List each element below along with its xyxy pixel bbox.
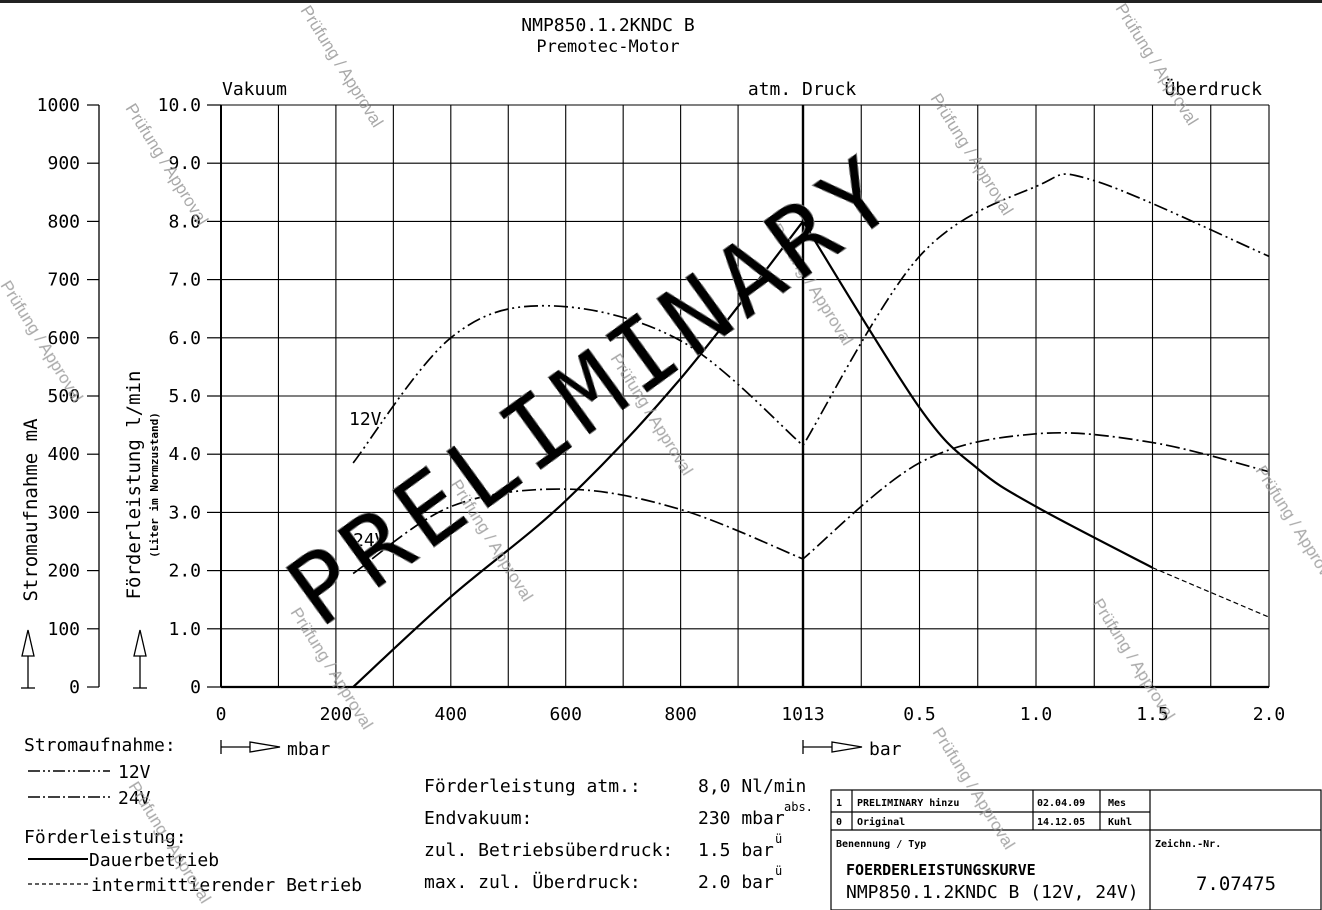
svg-text:Prüfung / Approval: Prüfung / Approval	[297, 2, 387, 131]
spec-value: 1.5 bar	[698, 840, 774, 861]
x-tick-label: 0	[216, 704, 227, 725]
y-left-tick-label: 300	[47, 502, 80, 523]
svg-text:Prüfung / Approval: Prüfung / Approval	[1089, 595, 1179, 724]
x-tick-label: 2.0	[1253, 704, 1286, 725]
svg-text:Prüfung / Approval: Prüfung / Approval	[1252, 462, 1322, 591]
rev-by: Mes	[1108, 798, 1126, 809]
y-inner-tick-label: 9.0	[168, 153, 201, 174]
legend-24v-label: 24V	[118, 788, 151, 809]
y-inner-tick-label: 4.0	[168, 444, 201, 465]
legend-current-title: Stromaufnahme:	[24, 735, 176, 756]
spec-value: 8,0 Nl/min	[698, 776, 806, 797]
spec-value: 2.0 bar	[698, 872, 774, 893]
legend-12v-label: 12V	[118, 762, 151, 783]
spec-sup: abs.	[784, 800, 813, 814]
spec-label: max. zul. Überdruck:	[424, 871, 641, 893]
y-inner-tick-label: 3.0	[168, 502, 201, 523]
mbar-unit-label: mbar	[287, 739, 331, 760]
up-arrow-icon	[21, 629, 147, 689]
series-12v-line	[352, 173, 1270, 464]
y-left-tick-label: 100	[47, 619, 80, 640]
legend-intermittent-label: intermittierender Betrieb	[91, 875, 362, 896]
preliminary-stamp: PRELIMINARY	[268, 133, 919, 649]
rev-by: Kuhl	[1108, 817, 1132, 828]
y-left-tick-label: 700	[47, 270, 80, 291]
x-tick-label: 400	[435, 704, 468, 725]
x-tick-label: 0.5	[903, 704, 936, 725]
curve-label-24v: 24V	[353, 530, 386, 551]
rev-date: 14.12.05	[1037, 817, 1085, 828]
rev-no: 0	[836, 817, 842, 828]
y-left-tick-label: 900	[47, 153, 80, 174]
y-left-tick-label: 0	[69, 677, 80, 698]
drawing-no-label: Zeichn.-Nr.	[1155, 838, 1221, 850]
y-left-tick-label: 200	[47, 561, 80, 582]
x-tick-label: 1013	[781, 704, 824, 725]
chart-title: NMP850.1.2KNDC B	[521, 15, 694, 36]
y-left-tick-label: 800	[47, 211, 80, 232]
y-left-axis-label: Stromaufnahme mA	[20, 418, 42, 602]
rev-no: 1	[836, 798, 842, 809]
svg-text:Prüfung / Approval: Prüfung / Approval	[929, 724, 1019, 853]
drawing-name-line2: NMP850.1.2KNDC B (12V, 24V)	[846, 882, 1139, 903]
title-block	[830, 789, 1322, 910]
y-inner-tick-label: 2.0	[168, 561, 201, 582]
y-inner-axis-label: Förderleistung l/min	[123, 371, 145, 600]
series-intermittierender-betrieb-line	[1152, 567, 1270, 618]
drawing-number: 7.07475	[1196, 873, 1276, 895]
y-inner-tick-label: 7.0	[168, 270, 201, 291]
series-curves	[352, 173, 1270, 688]
series-dauerbetrieb-line	[352, 219, 1154, 688]
y-left-tick-label: 400	[47, 444, 80, 465]
chart-subtitle: Premotec-Motor	[536, 37, 679, 57]
drawing-name-line1: FOERDERLEISTUNGSKURVE	[846, 861, 1036, 879]
spec-label: Förderleistung atm.:	[424, 776, 641, 797]
y-inner-tick-label: 5.0	[168, 386, 201, 407]
rev-text: Original	[857, 816, 905, 828]
tick-labels: 0 100 200 300 400 500 600 700 800 900 1000 0 1.0 2.0 3…	[37, 95, 1286, 725]
y-inner-tick-label: 10.0	[158, 95, 201, 116]
spec-sup: ü	[775, 864, 782, 878]
region-atm-label: atm. Druck	[748, 79, 857, 100]
y-inner-tick-label: 6.0	[168, 328, 201, 349]
y-left-tick-label: 1000	[37, 95, 80, 116]
spec-label: zul. Betriebsüberdruck:	[424, 840, 673, 861]
x-tick-label: 1.5	[1136, 704, 1169, 725]
spec-table: Förderleistung atm.: 8,0 Nl/min Endvakuu…	[424, 776, 813, 893]
region-over-label: Überdruck	[1164, 78, 1262, 100]
spec-value: 230 mbar	[698, 808, 785, 829]
top-border	[0, 0, 1322, 3]
svg-text:Prüfung / Approval: Prüfung / Approval	[1112, 0, 1202, 129]
y-left-tick-label: 600	[47, 328, 80, 349]
x-tick-label: 600	[549, 704, 582, 725]
mbar-arrow-icon	[220, 740, 281, 754]
y-inner-axis-sublabel: (Liter im Normzustand)	[148, 412, 161, 558]
y-left-tick-label: 500	[47, 386, 80, 407]
curve-label-12v: 12V	[349, 409, 382, 430]
legend-flow-title: Förderleistung:	[24, 827, 187, 848]
x-tick-label: 800	[664, 704, 697, 725]
spec-label: Endvakuum:	[424, 808, 532, 829]
spec-sup: ü	[775, 832, 782, 846]
y-inner-tick-label: 1.0	[168, 619, 201, 640]
x-tick-label: 200	[320, 704, 353, 725]
x-tick-label: 1.0	[1020, 704, 1053, 725]
y-inner-tick-label: 0	[190, 677, 201, 698]
bar-unit-label: bar	[869, 739, 902, 760]
bar-arrow-icon	[802, 740, 863, 754]
legend-continuous-label: Dauerbetrieb	[89, 850, 219, 871]
name-label: Benennung / Typ	[836, 839, 926, 850]
region-vacuum-label: Vakuum	[222, 79, 287, 100]
svg-text:Prüfung / Approval: Prüfung / Approval	[927, 90, 1017, 219]
axes	[87, 104, 1269, 689]
rev-text: PRELIMINARY hinzu	[857, 797, 959, 809]
y-inner-tick-label: 8.0	[168, 211, 201, 232]
rev-date: 02.04.09	[1037, 798, 1085, 809]
series-24v-line	[352, 431, 1270, 575]
